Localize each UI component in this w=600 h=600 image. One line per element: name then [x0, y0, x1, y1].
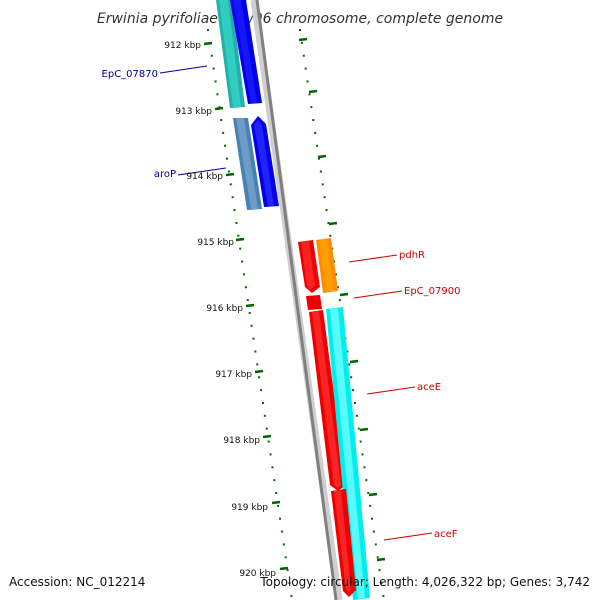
label-line-arop [177, 167, 227, 176]
tick-label-916: 916 kbp [206, 304, 243, 314]
major-tick-outer [368, 492, 378, 497]
label-line-acee [366, 386, 416, 395]
gene-labels: EpC_07870 aroP pdhR EpC_07900 aceE aceF [102, 65, 460, 541]
label-line-epc07870 [159, 65, 208, 74]
tick-label-914: 914 kbp [186, 172, 223, 182]
major-tick-outer [359, 427, 369, 432]
major-tick-outer [317, 154, 327, 159]
gene-label-pdhr[interactable]: pdhR [399, 250, 425, 261]
gene-label-epc07900[interactable]: EpC_07900 [404, 286, 460, 297]
major-tick-inner [271, 500, 281, 505]
gene-label-acee[interactable]: aceE [417, 382, 441, 393]
major-tick-inner [203, 41, 213, 46]
accession-text: Accession: NC_012214 [9, 575, 145, 589]
backbone [250, 0, 343, 600]
label-line-pdhr [348, 254, 398, 263]
major-tick-inner [262, 434, 272, 439]
major-tick-outer [328, 221, 338, 226]
label-line-acef [383, 532, 433, 541]
tick-label-920: 920 kbp [239, 569, 276, 579]
forward-strand-features [298, 238, 370, 600]
gene-label-arop[interactable]: aroP [154, 169, 176, 180]
major-tick-outer [298, 37, 308, 42]
tick-label-913: 913 kbp [175, 107, 212, 117]
major-tick-inner [235, 237, 245, 242]
map-title: Erwinia pyrifoliae Ep1/96 chromosome, co… [97, 11, 503, 27]
major-tick-outer [308, 89, 318, 94]
tick-label-917: 917 kbp [215, 370, 252, 380]
tick-label-912: 912 kbp [164, 41, 201, 51]
cds-epc07900-feature[interactable] [306, 295, 322, 310]
major-tick-inner [214, 106, 224, 111]
tick-label-919: 919 kbp [231, 503, 268, 513]
major-tick-outer [349, 359, 359, 364]
ticks-layer [203, 29, 386, 597]
major-tick-inner [225, 172, 235, 177]
label-line-epc07900 [353, 290, 403, 299]
gene-label-epc07870[interactable]: EpC_07870 [102, 69, 158, 80]
major-tick-inner [254, 369, 264, 374]
tick-label-918: 918 kbp [223, 436, 260, 446]
tick-labels: 912 kbp 913 kbp 914 kbp 915 kbp 916 kbp … [164, 41, 276, 579]
major-tick-outer [339, 292, 349, 297]
reverse-strand-features [216, 0, 279, 210]
major-tick-outer [376, 557, 386, 562]
topology-text: Topology: circular; Length: 4,026,322 bp… [259, 575, 590, 589]
major-tick-inner [245, 303, 255, 308]
major-tick-inner [279, 566, 289, 571]
tick-label-915: 915 kbp [197, 238, 234, 248]
gene-label-acef[interactable]: aceF [434, 529, 458, 540]
